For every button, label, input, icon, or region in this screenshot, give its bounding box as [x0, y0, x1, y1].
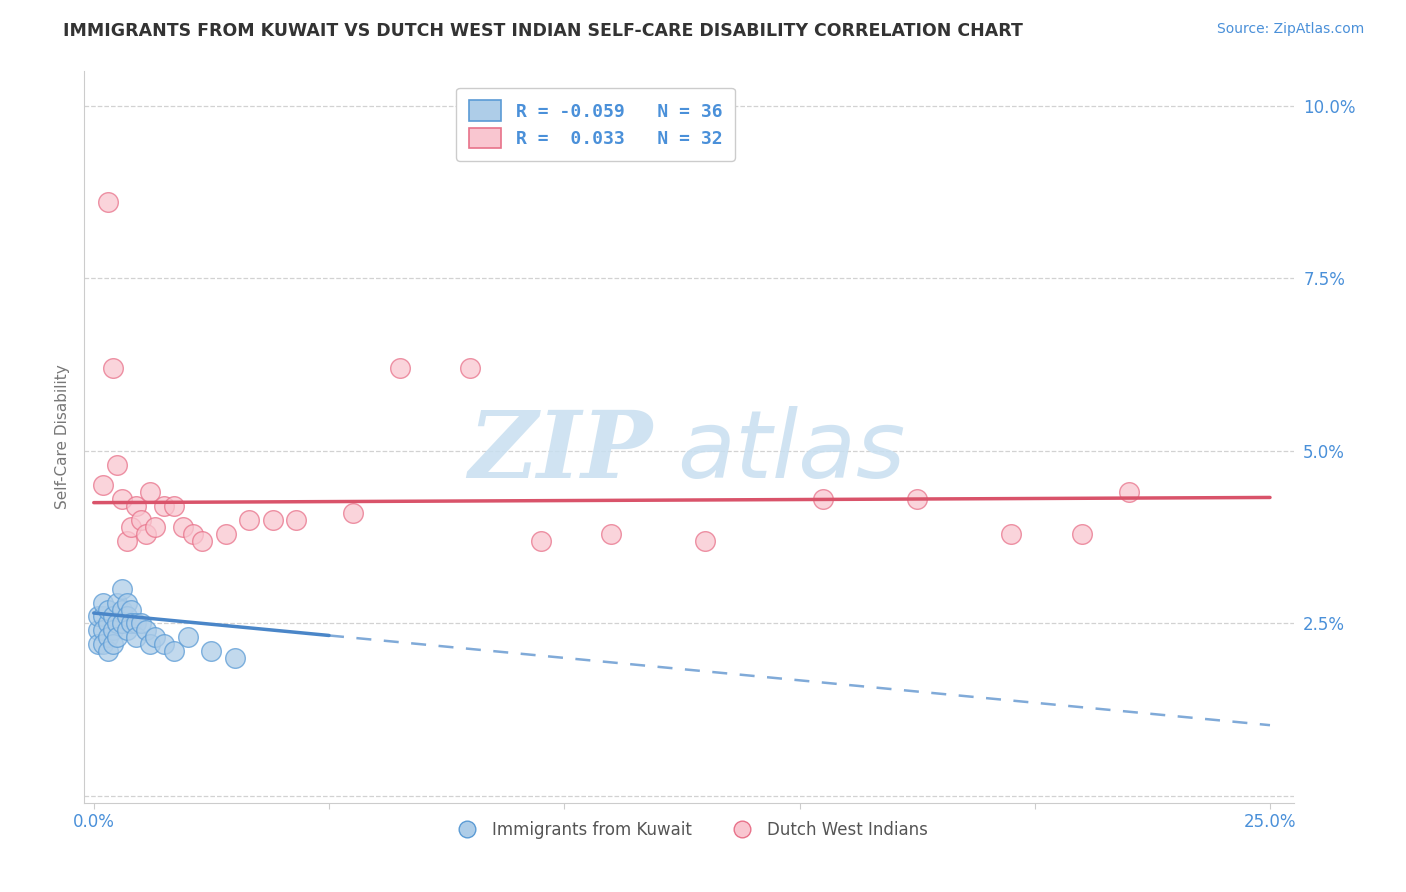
Point [342, 506, 364, 520]
Point [388, 361, 411, 376]
Point [87, 624, 110, 638]
Y-axis label: Self-Care Disability: Self-Care Disability [55, 365, 70, 509]
Point [111, 616, 134, 631]
Point [87, 609, 110, 624]
Point [97, 602, 120, 616]
Point [139, 485, 162, 500]
Point [181, 526, 204, 541]
Point [172, 520, 194, 534]
Point [111, 602, 134, 616]
Point [87, 637, 110, 651]
Point [115, 533, 138, 548]
Point [120, 616, 142, 631]
Point [200, 644, 222, 658]
Point [97, 630, 120, 644]
Point [1000, 526, 1022, 541]
Point [125, 499, 148, 513]
Legend: Immigrants from Kuwait, Dutch West Indians: Immigrants from Kuwait, Dutch West India… [443, 814, 935, 846]
Point [1118, 485, 1140, 500]
Point [214, 526, 236, 541]
Point [91, 624, 114, 638]
Point [530, 533, 553, 548]
Point [163, 644, 186, 658]
Point [153, 499, 176, 513]
Point [111, 582, 134, 596]
Point [97, 644, 120, 658]
Point [139, 637, 162, 651]
Point [91, 596, 114, 610]
Point [177, 630, 200, 644]
Point [115, 596, 138, 610]
Point [238, 513, 260, 527]
Point [91, 478, 114, 492]
Point [129, 616, 152, 631]
Text: Source: ZipAtlas.com: Source: ZipAtlas.com [1216, 22, 1364, 37]
Point [811, 492, 834, 507]
Point [135, 526, 157, 541]
Point [1070, 526, 1092, 541]
Point [224, 651, 246, 665]
Point [97, 616, 120, 631]
Point [905, 492, 928, 507]
Point [143, 630, 166, 644]
Point [125, 630, 148, 644]
Point [115, 609, 138, 624]
Point [105, 458, 128, 472]
Point [105, 616, 128, 631]
Text: IMMIGRANTS FROM KUWAIT VS DUTCH WEST INDIAN SELF-CARE DISABILITY CORRELATION CHA: IMMIGRANTS FROM KUWAIT VS DUTCH WEST IND… [63, 22, 1024, 40]
Point [101, 637, 124, 651]
Point [120, 602, 142, 616]
Point [153, 637, 176, 651]
Point [91, 637, 114, 651]
Point [120, 520, 142, 534]
Point [600, 526, 623, 541]
Point [458, 361, 481, 376]
Point [135, 624, 157, 638]
Text: ZIP: ZIP [468, 407, 652, 497]
Point [115, 624, 138, 638]
Point [163, 499, 186, 513]
Point [143, 520, 166, 534]
Point [105, 630, 128, 644]
Point [111, 492, 134, 507]
Point [129, 513, 152, 527]
Point [91, 609, 114, 624]
Point [97, 195, 120, 210]
Point [105, 596, 128, 610]
Text: atlas: atlas [676, 406, 905, 497]
Point [191, 533, 214, 548]
Point [285, 513, 308, 527]
Point [101, 361, 124, 376]
Point [695, 533, 717, 548]
Point [125, 616, 148, 631]
Point [101, 609, 124, 624]
Point [262, 513, 284, 527]
Point [101, 624, 124, 638]
